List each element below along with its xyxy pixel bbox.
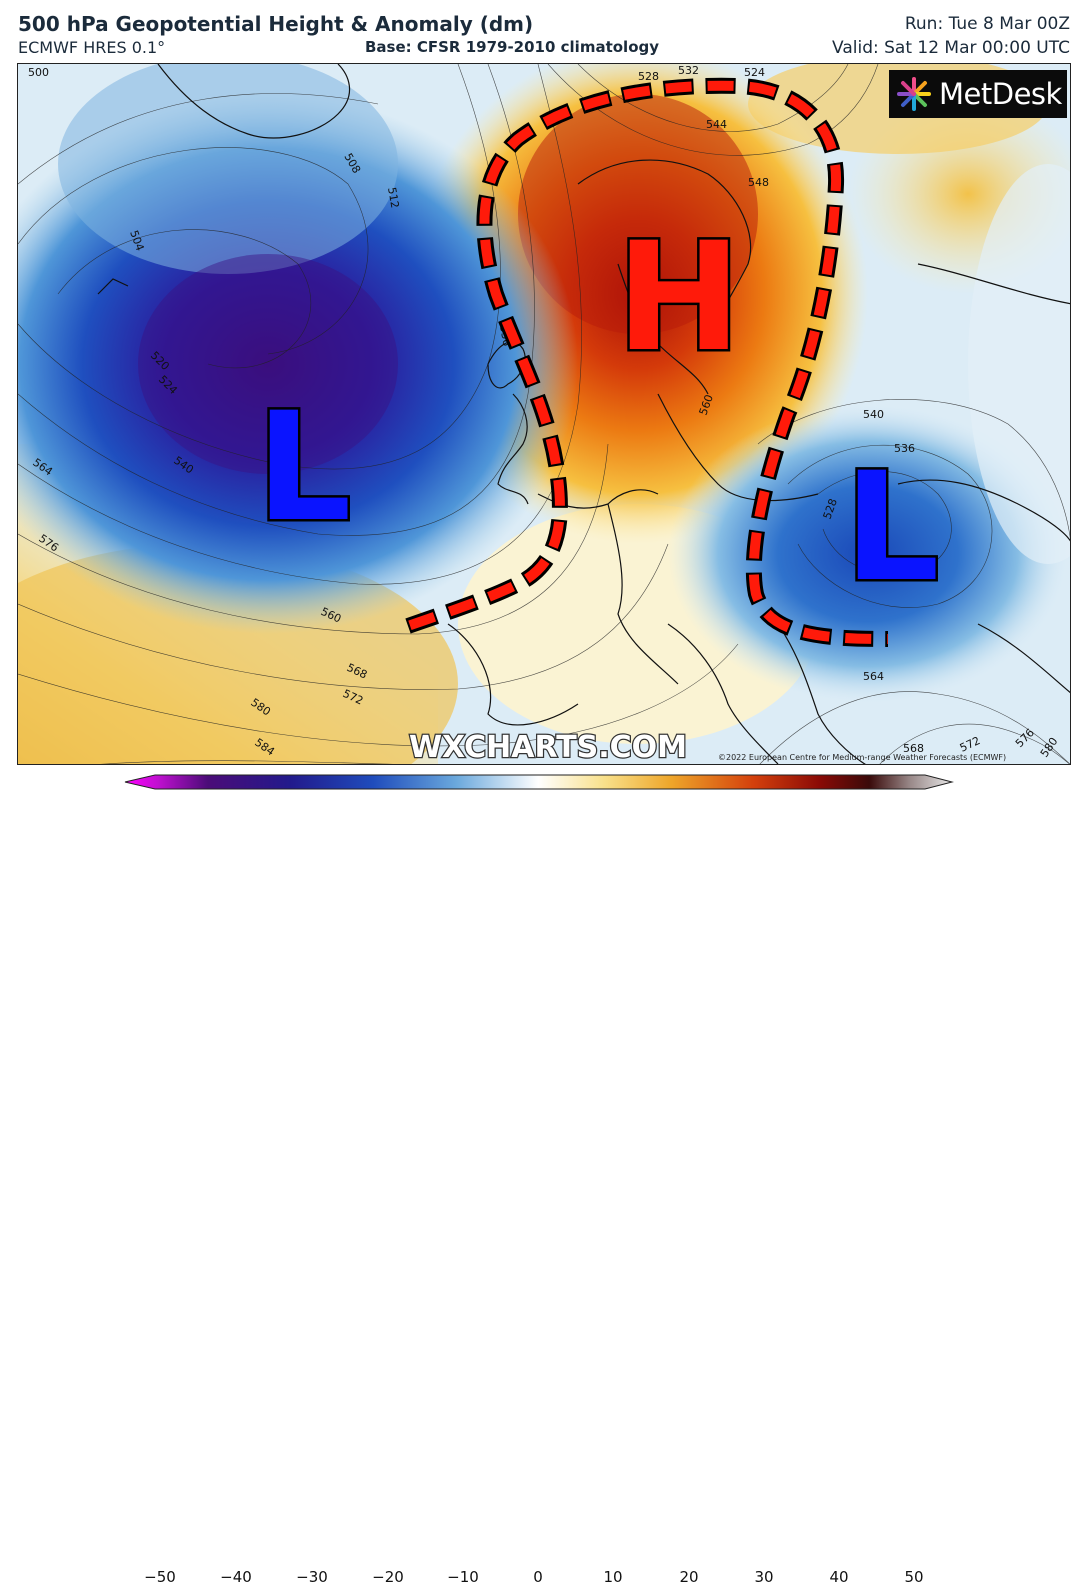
contour-label: 564 (863, 670, 884, 683)
colorbar-tick: −10 (447, 1568, 479, 1586)
contour-label: 568 (903, 742, 924, 755)
colorbar-tick: −50 (144, 1568, 176, 1586)
run-time: Run: Tue 8 Mar 00Z (904, 14, 1070, 34)
colorbar-tick: 40 (829, 1568, 849, 1586)
colorbar-tick: 0 (533, 1568, 543, 1586)
watermark-text: WXCHARTS.COM (409, 730, 687, 765)
contour-label: 536 (894, 442, 915, 455)
contour-label: 540 (863, 408, 884, 421)
valid-time: Valid: Sat 12 Mar 00:00 UTC (832, 38, 1070, 58)
contour-label: 500 (28, 66, 49, 79)
climatology-base: Base: CFSR 1979-2010 climatology (365, 38, 660, 56)
chart-title: 500 hPa Geopotential Height & Anomaly (d… (18, 12, 534, 36)
ecmwf-credit: ©2022 European Centre for Medium-range W… (718, 753, 1007, 762)
high-pressure-scandinavia: H (616, 211, 742, 385)
colorbar: −50 −40 −30 −20 −10 0 10 20 30 40 50 (0, 770, 1088, 1586)
map-canvas: 500 504 508 512 520 524 536 540 560 564 … (18, 64, 1070, 764)
metdesk-logo: MetDesk (889, 70, 1067, 118)
contour-label: 524 (744, 66, 765, 79)
weather-map: 500 504 508 512 520 524 536 540 560 564 … (17, 63, 1071, 765)
model-name: ECMWF HRES 0.1° (18, 38, 166, 57)
colorbar-tick: −30 (296, 1568, 328, 1586)
colorbar-tick: 30 (754, 1568, 774, 1586)
contour-label: 548 (748, 176, 769, 189)
ridge-axis-dashed (405, 77, 889, 647)
colorbar-tick: 20 (679, 1568, 699, 1586)
contour-label: 512 (385, 186, 401, 209)
contour-label: 528 (638, 70, 659, 83)
chart-header: 500 hPa Geopotential Height & Anomaly (d… (0, 0, 1088, 62)
logo-text: MetDesk (939, 77, 1062, 111)
pressure-systems: L H L (254, 209, 943, 618)
contour-label: 544 (706, 118, 727, 131)
colorbar-tick: −20 (372, 1568, 404, 1586)
colorbar-tick: 50 (904, 1568, 924, 1586)
wxcharts-watermark: WXCHARTS.COM (408, 729, 689, 766)
colorbar-strip (124, 774, 954, 790)
low-pressure-east: L (844, 441, 940, 615)
colorbar-tick: 10 (603, 1568, 623, 1586)
colorbar-tick: −40 (220, 1568, 252, 1586)
metdesk-logo-icon (897, 77, 931, 111)
contour-label: 532 (678, 64, 699, 77)
low-pressure-west: L (256, 381, 352, 555)
